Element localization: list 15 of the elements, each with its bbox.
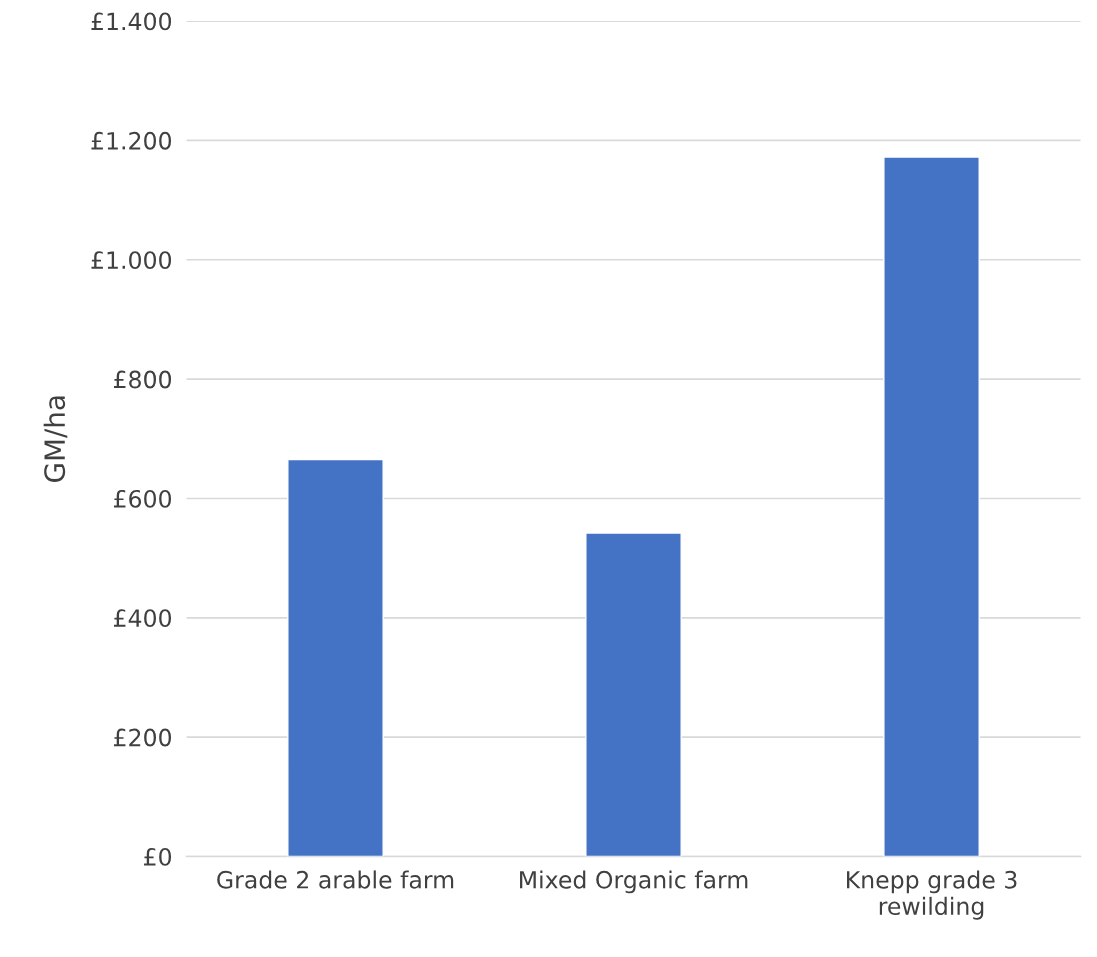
bar <box>883 156 980 857</box>
x-tick-label: Mixed Organic farm <box>520 870 748 894</box>
y-tick-label: £400 <box>114 609 172 628</box>
y-tick-label: £600 <box>114 489 172 508</box>
y-tick-label: £1.200 <box>91 131 172 150</box>
y-tick-label: £0 <box>144 847 172 866</box>
x-tick-label: Grade 2 arable farm <box>217 870 454 889</box>
x-tick-label: Knepp grade 3 rewilding <box>847 870 1017 920</box>
y-tick-label: £200 <box>114 728 172 747</box>
bar <box>287 458 384 857</box>
bar <box>585 532 682 857</box>
y-tick-label: £1.400 <box>91 12 172 31</box>
y-tick-label: £800 <box>114 370 172 389</box>
y-tick-label: £1.000 <box>91 251 172 270</box>
y-axis-title: GM/ha <box>43 396 68 482</box>
